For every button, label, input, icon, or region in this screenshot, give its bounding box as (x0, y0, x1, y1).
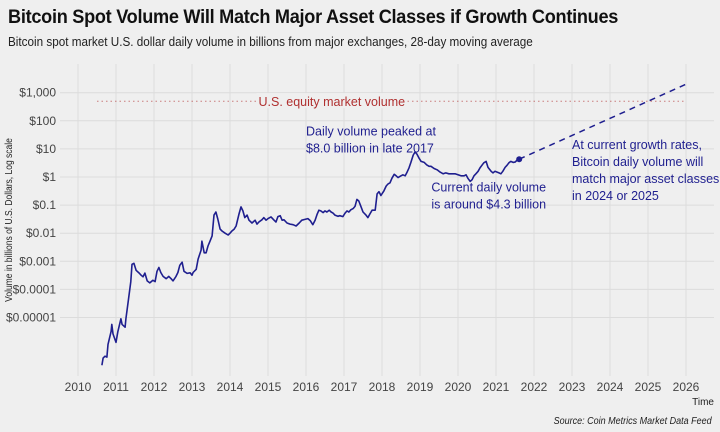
y-axis-label: Volume in billions of U.S. Dollars, Log … (3, 138, 14, 302)
x-tick-label: 2020 (445, 380, 472, 394)
annotation-text: Current daily volume (431, 181, 546, 195)
x-axis-label: Time (692, 397, 714, 408)
annotation-text: match major asset classes (572, 172, 719, 186)
y-tick-label: $10 (36, 142, 56, 156)
x-axis-ticks: 2010 2011 2012 2013 2014 2015 2016 2017 2018 2019… (65, 380, 700, 394)
x-tick-label: 2015 (255, 380, 282, 394)
chart-title: Bitcoin Spot Volume Will Match Major Ass… (8, 6, 619, 28)
series-line-bitcoin-volume (101, 151, 520, 366)
y-axis-ticks: $1,000 $100 $10 $1 $0.1 $0.01 $0.001 $0.0001 $0.… (6, 86, 56, 325)
series-group (97, 83, 687, 366)
y-tick-label: $0.001 (19, 254, 56, 268)
y-tick-label: $1 (43, 170, 57, 184)
annotation-text: $8.0 billion in late 2017 (306, 141, 434, 155)
annotations: U.S. equity market volume Daily volume pe… (256, 93, 719, 212)
y-tick-label: $0.1 (33, 198, 57, 212)
x-tick-label: 2026 (673, 380, 700, 394)
y-tick-label: $1,000 (19, 86, 56, 100)
current-value-point (516, 156, 523, 163)
series-line-projection (518, 83, 687, 160)
x-tick-label: 2022 (521, 380, 548, 394)
grid (60, 64, 714, 376)
x-tick-label: 2011 (103, 380, 129, 394)
x-tick-label: 2021 (483, 380, 510, 394)
y-tick-label: $0.0001 (13, 282, 57, 296)
chart-subtitle: Bitcoin spot market U.S. dollar daily vo… (8, 34, 533, 49)
x-tick-label: 2023 (559, 380, 586, 394)
x-tick-label: 2012 (141, 380, 168, 394)
annotation-text: is around $4.3 billion (431, 198, 546, 212)
x-tick-label: 2016 (293, 380, 320, 394)
x-tick-label: 2017 (331, 380, 358, 394)
annotation-text: Bitcoin daily volume will (572, 155, 703, 169)
x-tick-label: 2024 (597, 380, 624, 394)
x-tick-label: 2019 (407, 380, 434, 394)
x-tick-label: 2013 (179, 380, 206, 394)
equity-label-bg (256, 93, 405, 109)
y-tick-label: $0.01 (26, 226, 56, 240)
annotation-text: At current growth rates, (572, 138, 702, 152)
annotation-text: U.S. equity market volume (259, 95, 406, 109)
annotation-text: in 2024 or 2025 (572, 189, 659, 203)
y-tick-label: $100 (29, 114, 56, 128)
x-tick-label: 2025 (635, 380, 662, 394)
x-tick-label: 2014 (217, 380, 244, 394)
annotation-text: Daily volume peaked at (306, 124, 436, 138)
x-tick-label: 2018 (369, 380, 396, 394)
source-note: Source: Coin Metrics Market Data Feed (553, 416, 712, 427)
y-tick-label: $0.00001 (6, 311, 56, 325)
plot-panel (60, 64, 714, 376)
x-tick-label: 2010 (65, 380, 92, 394)
